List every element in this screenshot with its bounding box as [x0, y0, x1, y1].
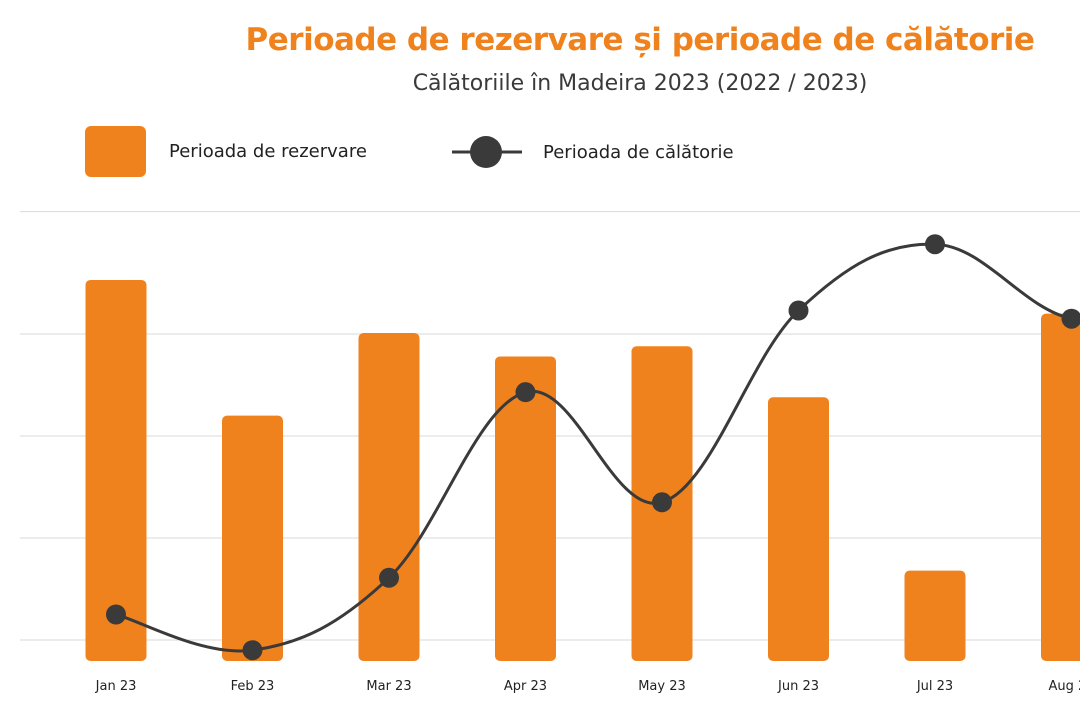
x-tick-label: Jul 23: [916, 679, 953, 694]
x-tick-label: Jan 23: [95, 679, 137, 694]
x-tick-label: Mar 23: [366, 679, 411, 694]
line-point-jun-23: [788, 300, 809, 321]
bar-jan-23: [85, 279, 147, 661]
line-point-mar-23: [379, 567, 399, 588]
bar-feb-23: [222, 415, 283, 661]
line-point-feb-23: [242, 640, 263, 661]
x-tick-label: Aug 23: [1048, 679, 1080, 694]
legend-bars-label: Perioada de rezervare: [169, 141, 367, 162]
x-tick-label: Feb 23: [231, 679, 275, 694]
x-tick-label: Apr 23: [504, 679, 547, 694]
x-tick-label: Jun 23: [777, 679, 819, 694]
chart-title: Perioade de rezervare și perioade de căl…: [245, 22, 1035, 58]
x-tick-label: May 23: [638, 679, 686, 694]
legend-line-label: Perioada de călătorie: [543, 142, 734, 163]
bar-jul-23: [904, 570, 966, 661]
chart-subtitle: Călătoriile în Madeira 2023 (2022 / 2023…: [412, 71, 868, 96]
line-point-apr-23: [515, 382, 536, 403]
line-point-jan-23: [106, 604, 126, 625]
line-point-aug-23: [1061, 308, 1080, 329]
bar-jun-23: [768, 397, 829, 661]
line-point-may-23: [652, 492, 672, 513]
line-point-jul-23: [925, 234, 945, 255]
bar-aug-23: [1041, 313, 1080, 661]
legend-line-marker-icon: [452, 136, 522, 168]
legend-bar-swatch: [85, 126, 146, 177]
bar-mar-23: [358, 332, 420, 661]
bar-apr-23: [495, 356, 556, 661]
